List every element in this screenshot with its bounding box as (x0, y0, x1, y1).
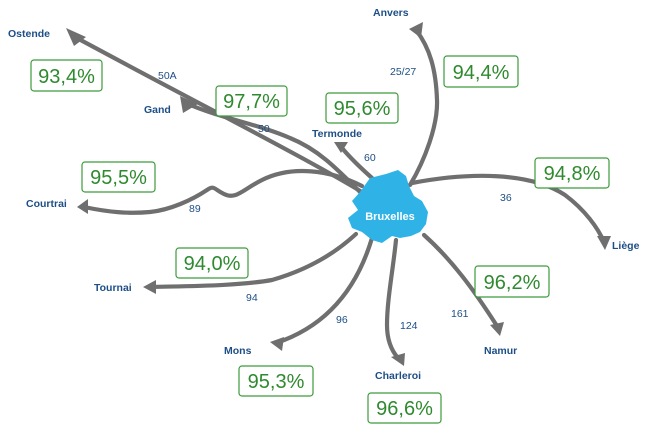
route-tournai (147, 231, 359, 290)
route-namur (421, 232, 500, 329)
line-label-ostende: 50A (158, 70, 177, 82)
bruxelles-hub: Bruxelles (348, 170, 428, 243)
punctuality-box-liege: 94,8% (534, 157, 610, 189)
arrowhead-charleroi (391, 353, 405, 366)
route-courtrai (81, 168, 365, 215)
city-labels: Ostende Gand Anvers Termonde Courtrai Li… (8, 7, 640, 382)
route-mons (273, 235, 375, 346)
punctuality-value-anvers: 94,4% (453, 62, 510, 84)
line-label-gand: 50 (258, 123, 270, 135)
city-label-liege: Liège (612, 240, 640, 252)
city-label-charleroi: Charleroi (375, 370, 421, 382)
punctuality-boxes: 93,4% 97,7% 94,4% 95,6% 95,5% 94,8% 94,0… (30, 55, 610, 424)
city-label-mons: Mons (224, 345, 252, 357)
line-label-namur: 161 (451, 308, 469, 320)
route-charleroi (384, 237, 401, 361)
line-label-courtrai: 89 (189, 203, 201, 215)
city-label-termonde: Termonde (312, 128, 362, 140)
route-ends (66, 22, 611, 366)
arrowhead-tournai (143, 280, 156, 294)
arrowhead-mons (270, 337, 284, 351)
arrowhead-namur (490, 322, 504, 336)
punctuality-box-mons: 95,3% (238, 365, 314, 397)
punctuality-value-ostende: 93,4% (38, 66, 95, 88)
arrowhead-gand (180, 96, 198, 113)
punctuality-box-termonde: 95,6% (325, 92, 399, 124)
arrowhead-ostende (66, 28, 86, 46)
line-labels: 50A 50 25/27 60 89 36 94 161 96 124 (158, 66, 512, 332)
arrowhead-termonde (334, 142, 348, 153)
bruxelles-label: Bruxelles (365, 211, 415, 223)
punctuality-box-charleroi: 96,6% (367, 392, 442, 424)
punctuality-value-tournai: 94,0% (184, 253, 241, 275)
punctuality-value-charleroi: 96,6% (376, 398, 433, 420)
arrowhead-anvers (409, 22, 423, 38)
line-label-liege: 36 (500, 192, 512, 204)
punctuality-value-mons: 95,3% (248, 371, 305, 393)
punctuality-box-gand: 97,7% (215, 85, 288, 117)
punctuality-value-courtrai: 95,5% (90, 167, 147, 189)
route-anvers (407, 27, 440, 188)
city-label-ostende: Ostende (8, 28, 50, 40)
arrowhead-courtrai (77, 199, 88, 214)
line-label-tournai: 94 (246, 292, 258, 304)
punctuality-value-namur: 96,2% (484, 272, 541, 294)
line-label-anvers: 25/27 (390, 66, 416, 78)
city-label-tournai: Tournai (94, 282, 132, 294)
punctuality-box-ostende: 93,4% (30, 59, 103, 92)
bruxelles-shape (348, 170, 428, 243)
city-label-courtrai: Courtrai (26, 198, 67, 210)
routes (72, 27, 607, 361)
route-termonde (339, 145, 375, 181)
punctuality-value-liege: 94,8% (544, 163, 601, 185)
punctuality-box-tournai: 94,0% (175, 247, 249, 279)
punctuality-box-courtrai: 95,5% (81, 161, 156, 193)
line-label-termonde: 60 (364, 152, 376, 164)
punctuality-box-anvers: 94,4% (443, 55, 519, 88)
punctuality-value-termonde: 95,6% (334, 98, 391, 120)
city-label-anvers: Anvers (373, 7, 409, 19)
line-label-charleroi: 124 (400, 320, 418, 332)
city-label-gand: Gand (144, 104, 171, 116)
line-label-mons: 96 (336, 314, 348, 326)
city-label-namur: Namur (484, 345, 517, 357)
punctuality-box-namur: 96,2% (474, 265, 550, 298)
arrowhead-liege (597, 236, 611, 250)
punctuality-value-gand: 97,7% (223, 91, 280, 113)
